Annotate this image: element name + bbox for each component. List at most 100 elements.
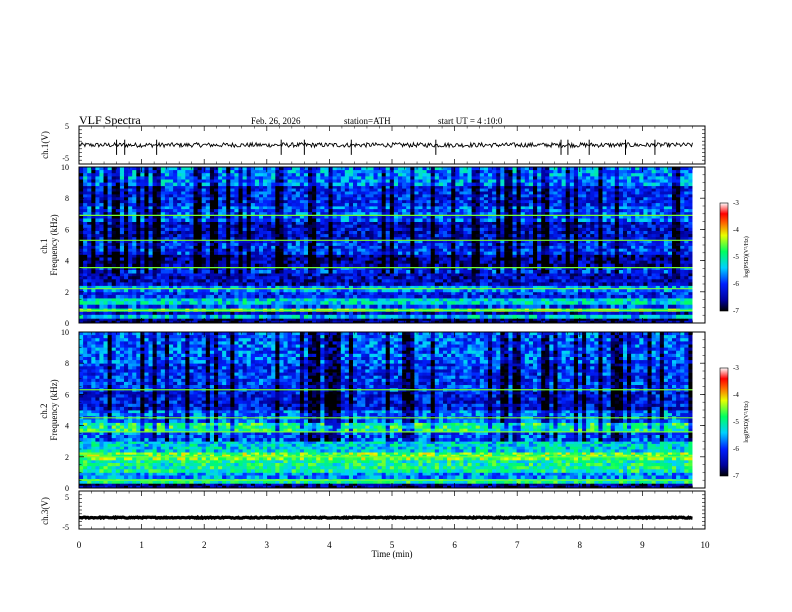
- spectrogram-cell: [259, 282, 264, 286]
- spectrogram-cell: [246, 285, 252, 290]
- spectrogram-cell: [377, 266, 383, 271]
- spectrogram-cell: [87, 234, 92, 238]
- spectrogram-cell: [541, 234, 546, 238]
- spectrogram-cell: [303, 231, 309, 235]
- spectrogram-cell: [99, 304, 104, 309]
- spectrogram-cell: [344, 266, 350, 271]
- spectrogram-cell: [263, 318, 268, 321]
- spectrogram-cell: [479, 276, 485, 280]
- spectrogram-cell: [205, 291, 211, 296]
- spectrogram-cell: [160, 270, 166, 274]
- spectrogram-cell: [488, 294, 493, 299]
- spectrogram-cell: [533, 291, 538, 296]
- spectrogram-cell: [173, 221, 178, 226]
- spectrogram-cell: [647, 298, 652, 302]
- spectrogram-cell: [152, 243, 158, 247]
- spectrogram-cell: [381, 301, 387, 305]
- spectrogram-cell: [438, 291, 444, 296]
- spectrogram-cell: [659, 260, 665, 265]
- spectrogram-cell: [263, 288, 268, 293]
- spectrogram-cell: [91, 248, 96, 252]
- spectrogram-cell: [193, 243, 198, 247]
- spectrogram-cell: [672, 304, 677, 309]
- spectrogram-cell: [214, 224, 219, 229]
- spectrogram-cell: [340, 234, 346, 238]
- spectrogram-cell: [148, 260, 153, 265]
- spectrogram-cell: [451, 288, 456, 293]
- spectrogram-cell: [275, 227, 280, 232]
- spectrogram-cell: [160, 245, 166, 250]
- spectrogram-cell: [406, 282, 411, 286]
- spectrogram-cell: [124, 248, 129, 252]
- spectrogram-cell: [447, 234, 452, 238]
- spectrogram-cell: [582, 237, 587, 241]
- spectrogram-cell: [238, 221, 243, 226]
- spectrogram-cell: [598, 263, 603, 268]
- spectrogram-cell: [639, 279, 644, 283]
- spectrogram-cell: [438, 270, 444, 274]
- spectrogram-cell: [324, 240, 329, 244]
- spectrogram-cell: [524, 263, 530, 268]
- spectrogram-cell: [344, 276, 350, 280]
- spectrogram-cell: [119, 276, 125, 280]
- spectrogram-cell: [336, 254, 342, 258]
- spectrogram-cell: [156, 288, 162, 293]
- spectrogram-cell: [103, 240, 108, 244]
- spectrogram-cell: [209, 231, 215, 235]
- spectrogram-cell: [512, 279, 517, 283]
- spectrogram-cell: [684, 301, 689, 305]
- spectrogram-cell: [504, 273, 509, 277]
- spectrogram-cell: [128, 248, 133, 252]
- spectrogram-cell: [443, 279, 448, 283]
- spectrogram-cell: [312, 291, 317, 296]
- spectrogram-cell: [459, 234, 464, 238]
- spectrogram-cell: [377, 320, 383, 324]
- spectrogram-cell: [197, 257, 203, 261]
- spectrogram-cell: [377, 285, 383, 290]
- spectrogram-cell: [181, 298, 186, 302]
- spectrogram-cell: [218, 221, 223, 226]
- spectrogram-cell: [218, 254, 223, 258]
- spectrogram-cell: [582, 304, 587, 309]
- spectrogram-cell: [659, 221, 665, 226]
- spectrogram-cell: [381, 254, 387, 258]
- spectrogram-cell: [602, 234, 607, 238]
- spectrogram-cell: [107, 285, 113, 290]
- spectrogram-cell: [422, 285, 427, 290]
- spectrogram-cell: [684, 221, 689, 226]
- spectrogram-cell: [520, 234, 526, 238]
- spectrogram-cell: [533, 282, 538, 286]
- spectrogram-cell: [602, 282, 607, 286]
- spectrogram-cell: [430, 257, 436, 261]
- spectrogram-cell: [324, 304, 329, 309]
- spectrogram-cell: [148, 234, 153, 238]
- spectrogram-cell: [549, 304, 554, 309]
- spectrogram-cell: [291, 320, 297, 324]
- spectrogram-cell: [246, 288, 252, 293]
- spectrogram-cell: [246, 243, 252, 247]
- spectrogram-cell: [344, 311, 350, 315]
- spectrogram-cell: [173, 294, 178, 299]
- spectrogram-cell: [299, 320, 305, 324]
- spectrogram-cell: [537, 245, 542, 250]
- spectrogram-cell: [91, 243, 96, 247]
- spectrogram-cell: [553, 237, 558, 241]
- spectrogram-cell: [418, 240, 423, 244]
- spectrogram-cell: [406, 298, 411, 302]
- spectrogram-cell: [222, 266, 227, 271]
- spectrogram-cell: [230, 285, 235, 290]
- spectrogram-cell: [209, 243, 215, 247]
- spectrogram-cell: [144, 243, 149, 247]
- spectrogram-cell: [389, 237, 395, 241]
- spectrogram-cell: [553, 320, 558, 324]
- spectrogram-cell: [614, 240, 620, 244]
- spectrogram-cell: [148, 318, 153, 321]
- spectrogram-cell: [111, 273, 117, 277]
- spectrogram-cell: [259, 245, 264, 250]
- spectrogram-cell: [144, 266, 149, 271]
- spectrogram-cell: [537, 285, 542, 290]
- spectrogram-cell: [663, 301, 669, 305]
- spectrogram-cell: [500, 266, 505, 271]
- spectrogram-cell: [218, 279, 223, 283]
- spectrogram-cell: [381, 260, 387, 265]
